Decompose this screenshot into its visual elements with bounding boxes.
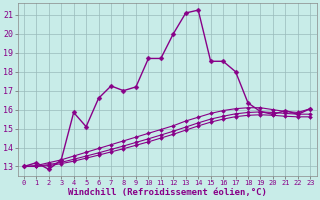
X-axis label: Windchill (Refroidissement éolien,°C): Windchill (Refroidissement éolien,°C)	[68, 188, 267, 197]
